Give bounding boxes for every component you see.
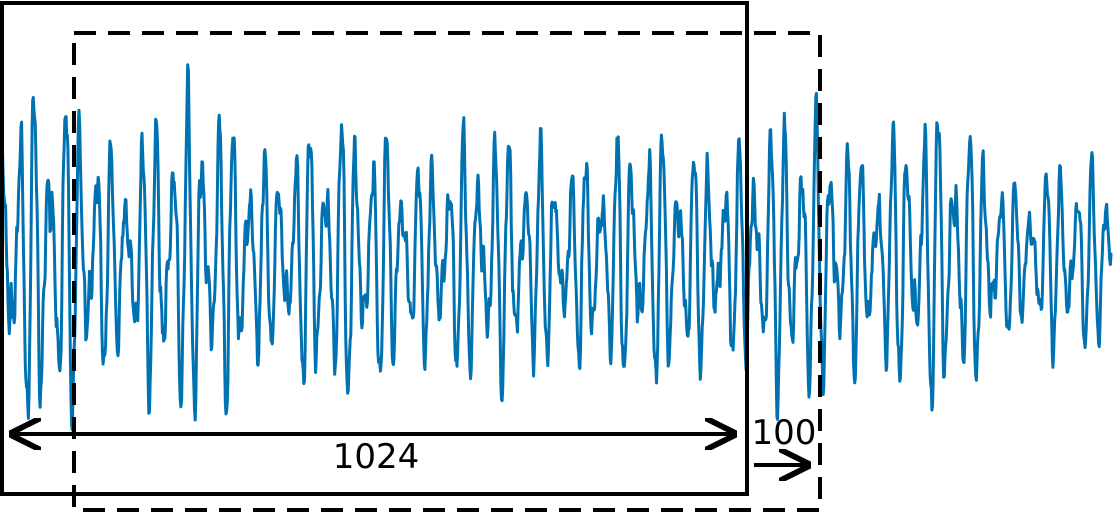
signal-waveform [0, 63, 1113, 432]
window-1-solid [0, 1, 749, 496]
window-length-label: 1024 [333, 437, 420, 477]
step-label: 100 [752, 413, 817, 453]
